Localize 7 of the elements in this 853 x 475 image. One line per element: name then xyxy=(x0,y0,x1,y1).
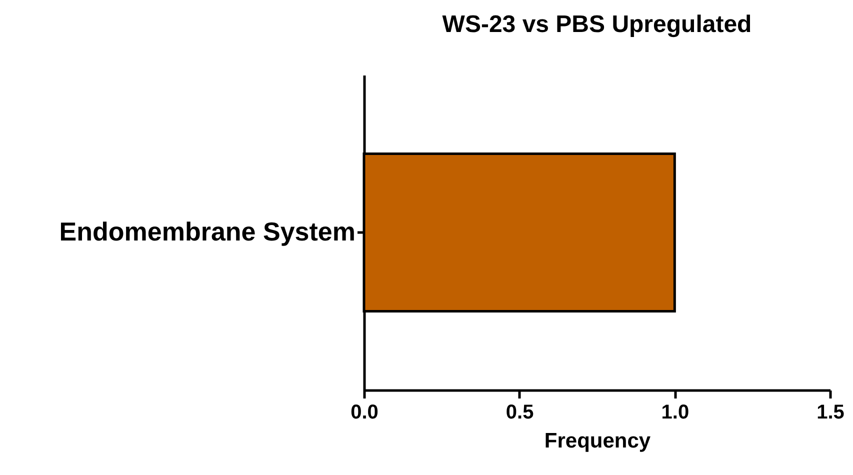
y-tick-label: Endomembrane System xyxy=(59,216,356,246)
x-tick-label: 0.5 xyxy=(506,402,534,424)
x-axis-title: Frequency xyxy=(544,430,651,452)
x-tick-label: 0.0 xyxy=(350,402,378,424)
x-tick-label: 1.0 xyxy=(661,402,690,424)
chart-title: WS-23 vs PBS Upregulated xyxy=(442,11,752,38)
x-tick-label: 1.5 xyxy=(816,402,844,424)
